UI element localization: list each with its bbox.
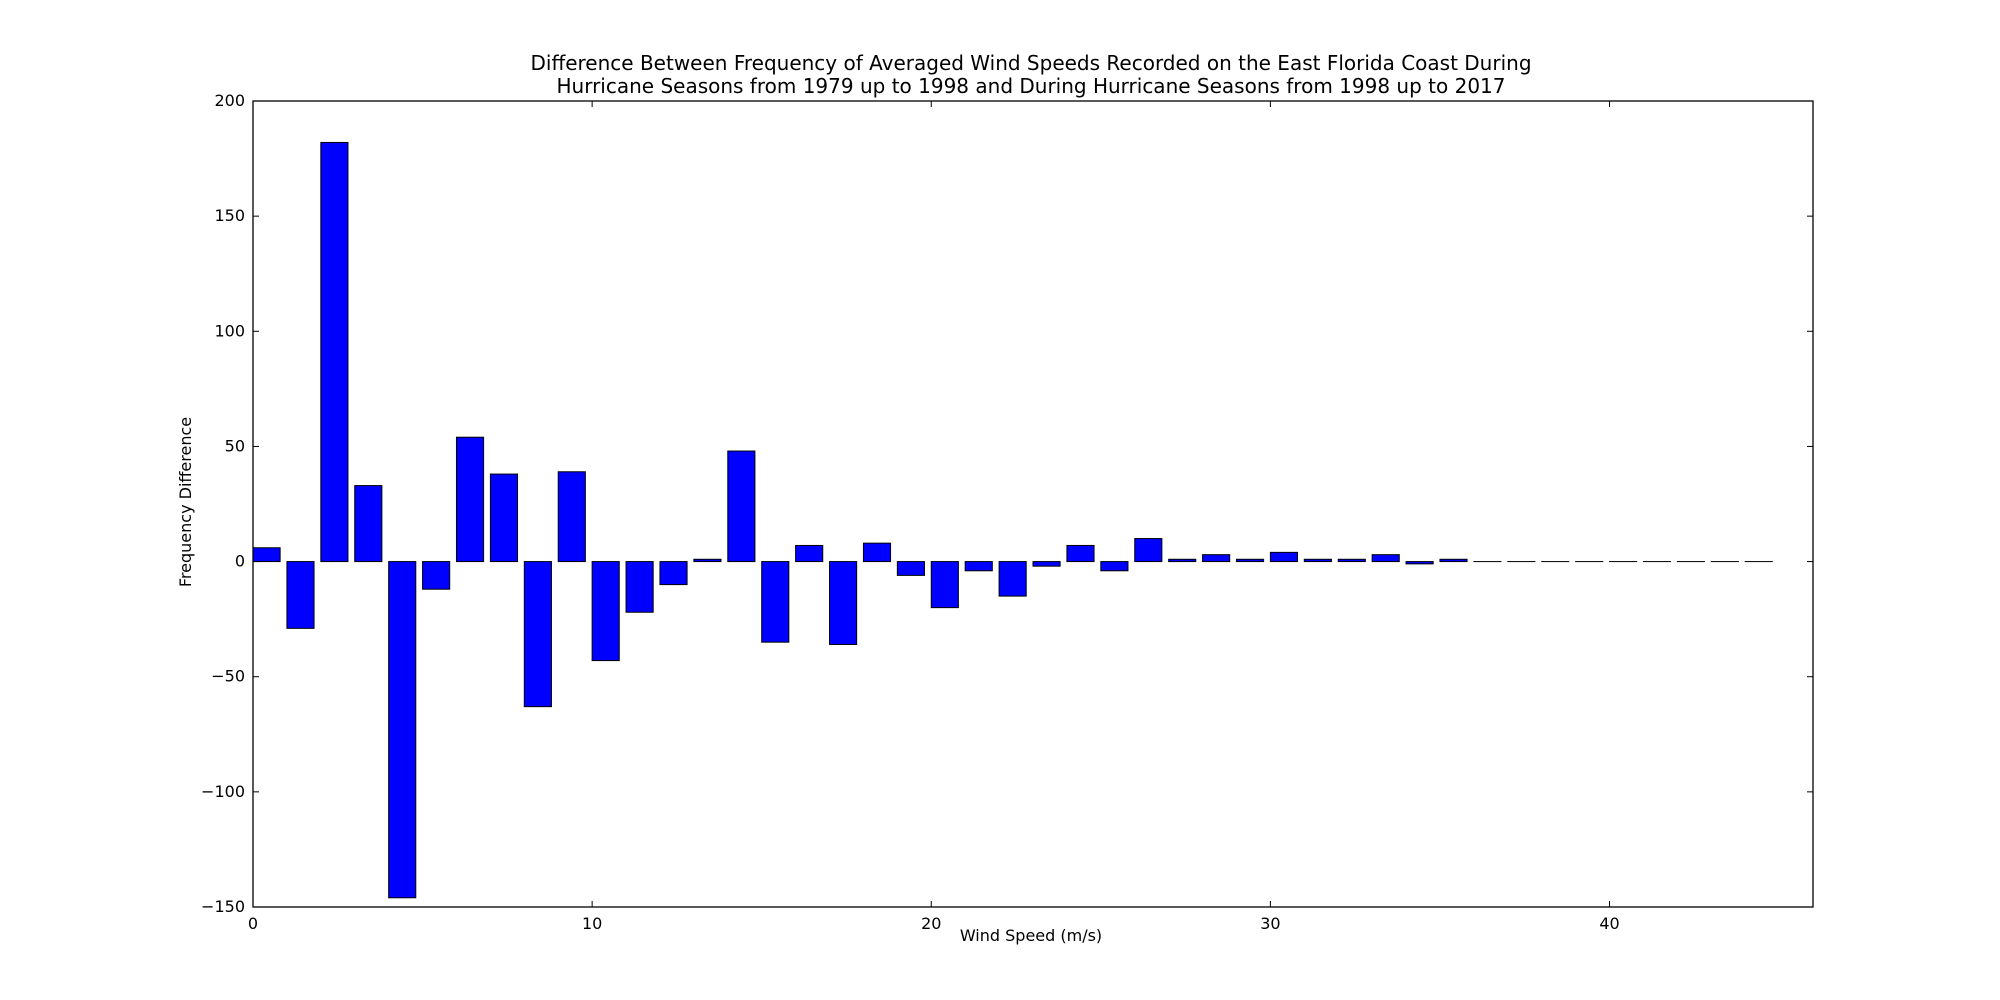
bar xyxy=(1134,538,1163,563)
y-axis-ticks: −150 −100 −50 0 50 100 150 200 xyxy=(201,91,1813,916)
bar-series xyxy=(252,141,1773,899)
bar xyxy=(1066,544,1095,563)
y-tick-label: 200 xyxy=(214,91,245,110)
bar xyxy=(1269,551,1299,563)
bar xyxy=(1371,554,1400,563)
y-tick-label: 150 xyxy=(214,206,245,225)
y-axis-label: Frequency Difference xyxy=(176,417,195,587)
bar xyxy=(829,561,858,645)
bar xyxy=(998,561,1027,597)
bar xyxy=(523,561,552,708)
bar xyxy=(422,561,451,590)
bar xyxy=(862,542,892,563)
bar xyxy=(896,561,925,576)
bar xyxy=(727,450,756,563)
y-tick-label: −100 xyxy=(201,782,245,801)
bar xyxy=(1032,561,1061,567)
x-tick-label: 20 xyxy=(921,914,941,933)
x-tick-label: 40 xyxy=(1599,914,1619,933)
bar xyxy=(489,473,519,563)
bar xyxy=(1100,561,1129,572)
x-tick-label: 30 xyxy=(1260,914,1280,933)
bar xyxy=(693,558,722,563)
bar xyxy=(388,561,417,899)
bar xyxy=(964,561,993,572)
y-tick-label: 0 xyxy=(235,552,245,571)
chart-title-line-2: Hurricane Seasons from 1979 up to 1998 a… xyxy=(556,74,1505,98)
x-tick-label: 10 xyxy=(582,914,602,933)
y-tick-label: −150 xyxy=(201,897,245,916)
plot-frame xyxy=(252,100,1814,908)
y-tick-label: 100 xyxy=(214,321,245,340)
bar xyxy=(354,485,383,563)
bar xyxy=(1303,558,1332,563)
bar xyxy=(659,561,688,586)
bar xyxy=(930,561,959,609)
bar xyxy=(320,141,349,563)
bar xyxy=(455,436,485,563)
y-tick-label: 50 xyxy=(225,436,245,455)
bar xyxy=(1405,561,1434,565)
bar xyxy=(1168,558,1197,563)
bar xyxy=(1235,558,1265,563)
bar xyxy=(761,561,790,643)
x-tick-label: 0 xyxy=(248,914,258,933)
bar xyxy=(1439,558,1468,563)
bar xyxy=(625,561,654,613)
bar xyxy=(557,471,586,563)
bar xyxy=(1337,558,1366,563)
bar xyxy=(795,544,824,563)
x-axis-label: Wind Speed (m/s) xyxy=(960,926,1102,945)
bar xyxy=(286,561,315,629)
chart-title-line-1: Difference Between Frequency of Averaged… xyxy=(530,51,1531,75)
x-axis-ticks: 0 10 20 30 40 xyxy=(248,101,1620,933)
bar xyxy=(591,561,620,662)
bar xyxy=(1202,554,1231,563)
y-tick-label: −50 xyxy=(211,667,245,686)
bar xyxy=(252,547,281,563)
